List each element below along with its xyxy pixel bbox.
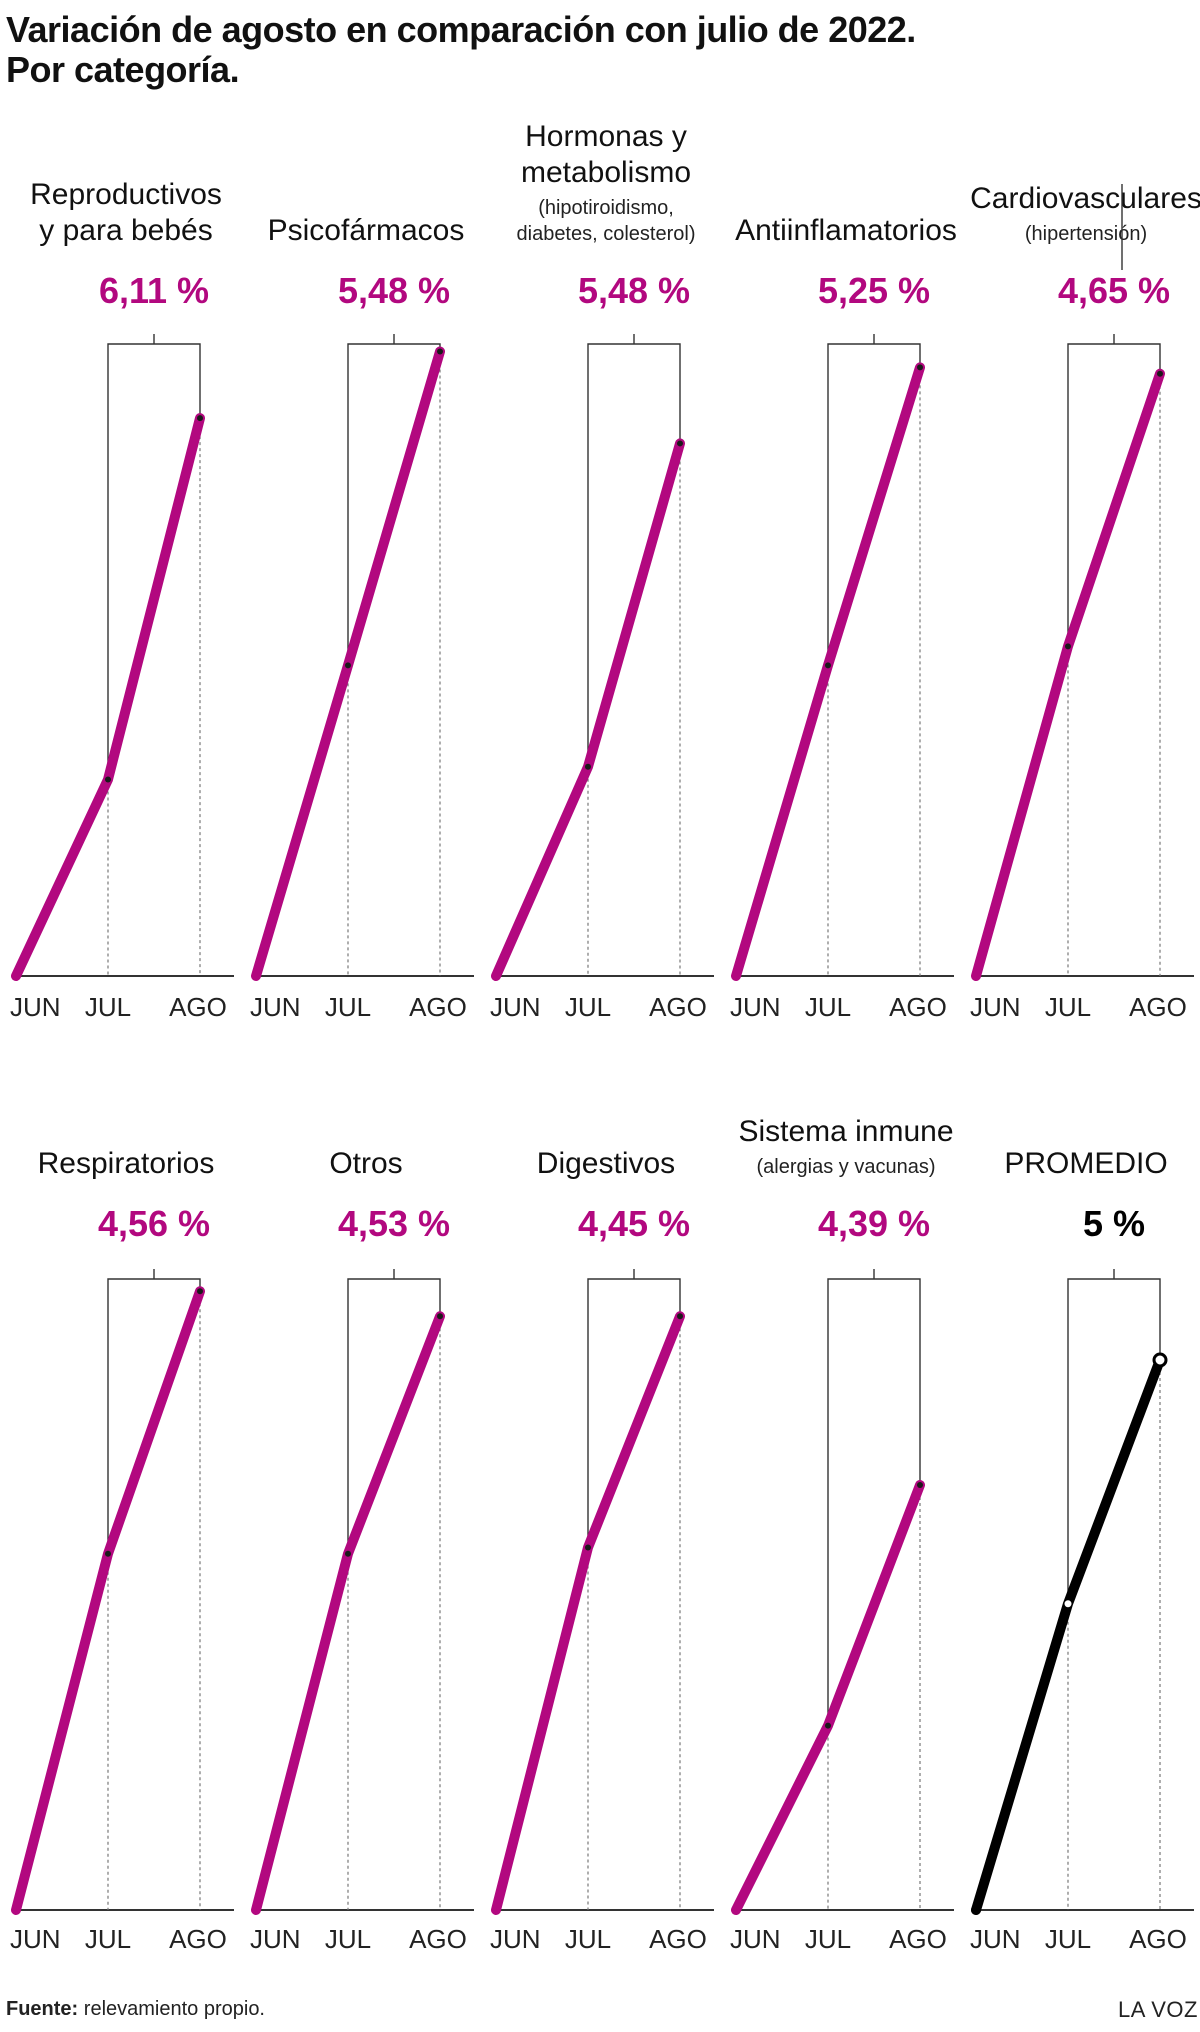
data-point <box>345 1550 351 1557</box>
percent-label: 5,48 % <box>578 270 690 311</box>
x-tick-label: AGO <box>169 992 227 1022</box>
data-point <box>917 1482 923 1488</box>
data-point <box>1157 370 1163 377</box>
data-point <box>971 1905 981 1915</box>
panel-title: Psicofármacos <box>268 214 465 247</box>
x-tick-label: JUN <box>490 992 541 1022</box>
panel-subtitle: (alergias y vacunas) <box>757 1156 936 1178</box>
data-point <box>585 763 591 770</box>
chart-panel: 4,56 % JUN JUL AGO Respiratorios <box>10 1147 234 1954</box>
x-tick-label: AGO <box>649 1924 707 1954</box>
chart-panel: 4,39 % JUN JUL AGO (alergias y vacunas) Siste… <box>730 1115 954 1954</box>
chart-panel: 4,53 % JUN JUL AGO Otros <box>250 1147 474 1954</box>
x-tick-label: AGO <box>889 1924 947 1954</box>
x-tick-label: JUN <box>10 1924 61 1954</box>
percent-label: 4,65 % <box>1058 270 1170 311</box>
panel-subtitle: (hipertensión) <box>1025 223 1147 245</box>
data-point <box>917 364 923 371</box>
percent-label: 4,56 % <box>98 1203 210 1244</box>
percent-label: 4,53 % <box>338 1203 450 1244</box>
x-tick-label: JUL <box>325 992 371 1022</box>
panel-title: Respiratorios <box>38 1147 215 1180</box>
panel-title: metabolismo <box>521 156 691 189</box>
panel-title: Digestivos <box>537 1147 675 1180</box>
x-tick-label: JUL <box>805 992 851 1022</box>
x-tick-label: JUL <box>325 1924 371 1954</box>
data-point <box>437 1313 443 1320</box>
percent-label: 5,25 % <box>818 270 930 311</box>
percent-label: 5 % <box>1083 1203 1145 1244</box>
x-tick-label: JUL <box>565 1924 611 1954</box>
brand-logo-text: LA VOZ <box>1117 1997 1198 2022</box>
x-tick-label: JUL <box>85 1924 131 1954</box>
percent-label: 4,39 % <box>818 1203 930 1244</box>
x-tick-label: JUL <box>1045 992 1091 1022</box>
data-point <box>677 440 683 447</box>
x-tick-label: JUL <box>565 992 611 1022</box>
data-point <box>105 1550 111 1557</box>
data-point <box>677 1313 683 1320</box>
panel-subtitle: (hipotiroidismo, <box>538 197 674 219</box>
panel-title: Sistema inmune <box>738 1115 953 1148</box>
chart-panel: 5,48 % JUN JUL AGO Psicofármacos <box>250 214 474 1022</box>
chart-panel: 5,48 % JUN JUL AGO diabetes, colesterol) (hip… <box>490 120 714 1022</box>
panel-title: y para bebés <box>39 214 212 247</box>
x-tick-label: AGO <box>1129 992 1187 1022</box>
x-tick-label: AGO <box>649 992 707 1022</box>
x-tick-label: JUL <box>1045 1924 1091 1954</box>
x-tick-label: AGO <box>889 992 947 1022</box>
x-tick-label: JUN <box>490 1924 541 1954</box>
x-tick-label: JUN <box>730 992 781 1022</box>
chart-panel: 4,45 % JUN JUL AGO Digestivos <box>490 1147 714 1954</box>
panel-subtitle: diabetes, colesterol) <box>517 223 696 245</box>
data-point <box>197 1288 203 1295</box>
x-tick-label: AGO <box>169 1924 227 1954</box>
panel-title: Antiinflamatorios <box>735 214 957 247</box>
source-note: Fuente: relevamiento propio. <box>6 1998 265 2021</box>
percent-label: 6,11 % <box>99 270 209 311</box>
panel-title: PROMEDIO <box>1004 1147 1167 1180</box>
x-tick-label: JUN <box>10 992 61 1022</box>
panel-title: Cardiovasculares <box>970 182 1200 215</box>
data-point <box>825 662 831 669</box>
source-text: relevamiento propio. <box>83 1998 265 2020</box>
title-line-1: Variación de agosto en comparación con j… <box>6 9 916 50</box>
chart-panel: 4,65 % JUN JUL AGO (hipertensión) Cardiovascu… <box>970 182 1200 1022</box>
data-point <box>437 348 443 355</box>
panel-title: Reproductivos <box>30 178 222 211</box>
change-bracket <box>827 1278 921 1726</box>
panel-title: Hormonas y <box>525 120 687 153</box>
data-point <box>585 1544 591 1551</box>
data-point <box>1063 1599 1073 1609</box>
panel-title: Otros <box>329 1147 402 1180</box>
x-tick-label: JUN <box>730 1924 781 1954</box>
x-tick-label: JUL <box>805 1924 851 1954</box>
percent-label: 4,45 % <box>578 1203 690 1244</box>
data-point <box>1065 643 1071 650</box>
x-tick-label: JUL <box>85 992 131 1022</box>
percent-label: 5,48 % <box>338 270 450 311</box>
x-tick-label: AGO <box>1129 1924 1187 1954</box>
chart-panel: 5,25 % JUN JUL AGO Antiinflamatorios <box>730 214 957 1022</box>
x-tick-label: JUN <box>970 1924 1021 1954</box>
chart-title: Variación de agosto en comparación con j… <box>6 10 916 90</box>
x-tick-label: JUN <box>250 992 301 1022</box>
data-point <box>345 662 351 669</box>
chart-panel: 5 % JUN JUL AGO PROMEDIO <box>970 1147 1194 1954</box>
title-line-2: Por categoría. <box>6 49 240 90</box>
data-point <box>1152 1352 1168 1368</box>
data-point <box>825 1722 831 1729</box>
x-tick-label: JUN <box>250 1924 301 1954</box>
x-tick-label: AGO <box>409 1924 467 1954</box>
x-tick-label: JUN <box>970 992 1021 1022</box>
data-point <box>197 415 203 422</box>
x-tick-label: AGO <box>409 992 467 1022</box>
data-point <box>105 776 111 783</box>
source-label: Fuente: <box>6 1998 79 2020</box>
